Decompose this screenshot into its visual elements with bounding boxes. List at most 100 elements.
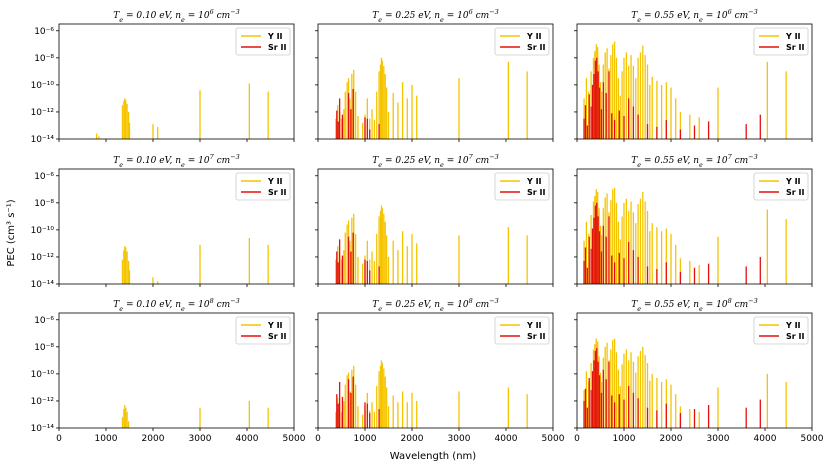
y-tick-label: 10⁻¹⁰ [31,370,55,380]
y-tick-label: 10⁻¹⁴ [31,280,55,290]
legend: Y II Sr II [753,27,809,56]
legend-label: Y II [267,177,283,186]
x-tick-label: 4000 [495,434,518,444]
y-tick-label: 10⁻⁸ [34,199,54,209]
legend: Y II Sr II [753,316,809,345]
x-tick-label: 0 [574,434,580,444]
panel-7: Te = 0.10 eV, ne = 108 cm−3 0 1000 2000 3000… [31,297,306,444]
x-tick-label: 5000 [542,434,565,444]
legend-label: Sr II [527,188,545,197]
panel-frame [317,23,554,140]
panel-title: Te = 0.25 eV, ne = 107 cm−3 [372,153,499,169]
legend-label: Sr II [786,43,804,52]
legend-box [235,172,291,201]
panel-frame [317,168,554,285]
legend: Y II Sr II [494,27,550,56]
y-tick-label: 10⁻¹⁴ [31,424,55,434]
legend-box [235,27,291,56]
panel-frame [576,168,813,285]
x-tick-label: 1000 [354,434,377,444]
legend: Y II Sr II [753,172,809,201]
legend-box [753,316,809,345]
x-tick-label: 4000 [236,434,259,444]
legend: Y II Sr II [235,172,291,201]
x-axis-label: Wavelength (nm) [390,451,476,462]
panel-title: Te = 0.25 eV, ne = 108 cm−3 [372,297,499,313]
legend-label: Y II [785,32,801,41]
legend-label: Y II [785,321,801,330]
x-tick-label: 5000 [283,434,306,444]
panel-frame [576,312,813,429]
y-tick-label: 10⁻¹² [31,253,55,263]
legend-label: Y II [267,321,283,330]
panel-5: Te = 0.25 eV, ne = 107 cm−3 Y II Sr II [315,153,554,287]
y-tick-label: 10⁻⁸ [34,343,54,353]
legend-box [494,172,550,201]
y-tick-label: 10⁻¹⁰ [31,81,55,91]
x-tick-label: 3000 [707,434,730,444]
legend-box [235,316,291,345]
legend-label: Y II [526,32,542,41]
x-tick-label: 1000 [95,434,118,444]
panel-frame [58,23,295,140]
x-tick-label: 2000 [401,434,424,444]
x-tick-label: 1000 [613,434,636,444]
panel-frame [317,312,554,429]
y-tick-label: 10⁻¹² [31,397,55,407]
legend-label: Sr II [268,43,286,52]
panel-8: Te = 0.25 eV, ne = 108 cm−3 0 1000 2000 3000… [315,297,565,444]
panel-frame [58,168,295,285]
legend: Y II Sr II [494,172,550,201]
legend-label: Sr II [268,332,286,341]
panel-1: Te = 0.10 eV, ne = 106 cm−3 10⁻⁶ 10⁻⁸ 10⁻¹⁰… [31,8,295,145]
legend-label: Y II [267,32,283,41]
y-tick-label: 10⁻¹⁴ [31,135,55,145]
y-axis-label: PEC (cm³ s⁻¹) [6,199,17,266]
legend: Y II Sr II [235,316,291,345]
panel-title: Te = 0.55 eV, ne = 108 cm−3 [631,297,758,313]
legend-label: Y II [526,177,542,186]
panel-title: Te = 0.10 eV, ne = 106 cm−3 [113,8,240,24]
panel-4: Te = 0.10 eV, ne = 107 cm−3 10⁻⁶ 10⁻⁸ 10⁻¹⁰… [31,153,295,290]
x-tick-label: 5000 [801,434,824,444]
legend-label: Sr II [268,188,286,197]
panel-frame [58,312,295,429]
legend-label: Sr II [527,332,545,341]
x-tick-label: 2000 [660,434,683,444]
panel-title: Te = 0.55 eV, ne = 106 cm−3 [631,8,758,24]
y-tick-label: 10⁻¹² [31,108,55,118]
legend-box [753,27,809,56]
panel-3: Te = 0.55 eV, ne = 106 cm−3 Y II Sr II [574,8,813,142]
legend-label: Sr II [786,332,804,341]
legend-box [494,27,550,56]
x-tick-label: 4000 [754,434,777,444]
legend: Y II Sr II [235,27,291,56]
y-tick-label: 10⁻⁶ [34,27,54,37]
x-tick-label: 0 [56,434,62,444]
panel-6: Te = 0.55 eV, ne = 107 cm−3 Y II Sr II [574,153,813,287]
legend: Y II Sr II [494,316,550,345]
legend-label: Y II [785,177,801,186]
y-tick-label: 10⁻⁶ [34,172,54,182]
panel-title: Te = 0.25 eV, ne = 106 cm−3 [372,8,499,24]
legend-box [753,172,809,201]
x-tick-label: 0 [315,434,321,444]
y-tick-label: 10⁻⁸ [34,54,54,64]
x-tick-label: 3000 [189,434,212,444]
panel-2: Te = 0.25 eV, ne = 106 cm−3 Y II Sr II [315,8,554,142]
legend-label: Y II [526,321,542,330]
legend-box [494,316,550,345]
y-tick-label: 10⁻⁶ [34,316,54,326]
legend-label: Sr II [786,188,804,197]
panel-frame [576,23,813,140]
panel-title: Te = 0.10 eV, ne = 107 cm−3 [113,153,240,169]
panel-title: Te = 0.55 eV, ne = 107 cm−3 [631,153,758,169]
panel-9: Te = 0.55 eV, ne = 108 cm−3 0 1000 2000 3000… [574,297,824,444]
panel-grid: Te = 0.10 eV, ne = 106 cm−3 10⁻⁶ 10⁻⁸ 10⁻¹⁰… [31,8,824,444]
x-tick-label: 2000 [142,434,165,444]
x-tick-label: 3000 [448,434,471,444]
legend-label: Sr II [527,43,545,52]
y-tick-label: 10⁻¹⁰ [31,226,55,236]
panel-title: Te = 0.10 eV, ne = 108 cm−3 [113,297,240,313]
